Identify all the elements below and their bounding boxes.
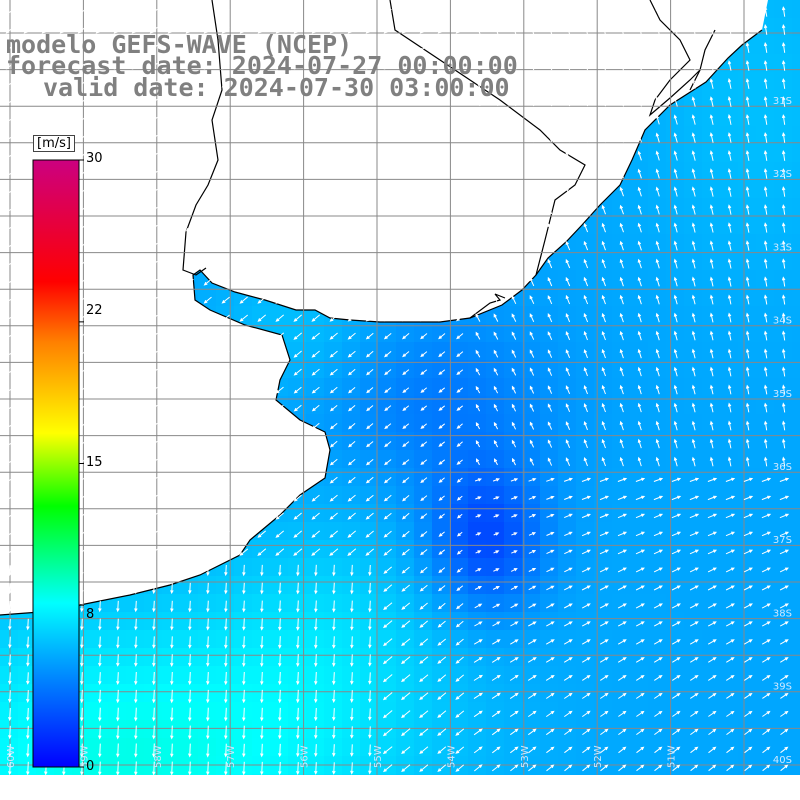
longitude-label: 55W — [373, 745, 384, 768]
colorbar-tick-label: 0 — [86, 759, 95, 774]
longitude-label: 59W — [79, 745, 90, 768]
colorbar-ticks — [79, 159, 84, 768]
model-title: modelo GEFS-WAVE (NCEP) — [6, 30, 353, 59]
colorbar — [32, 159, 80, 768]
latitude-label: 34S — [773, 316, 792, 327]
coastline — [0, 0, 763, 616]
latitude-label: 33S — [773, 242, 792, 253]
longitude-label: 53W — [520, 745, 531, 768]
latitude-label: 36S — [773, 462, 792, 473]
latitude-label: 38S — [773, 608, 792, 619]
latitude-label: 39S — [773, 682, 792, 693]
colorbar-tick-label: 8 — [86, 607, 95, 622]
forecast-date: forecast date: 2024-07-27 00:00:00 — [6, 51, 518, 80]
longitude-label: 56W — [300, 745, 311, 768]
grid-axis-labels: 31S32S33S34S35S36S37S38S39S40S41S60W59W5… — [6, 96, 792, 768]
colorbar-unit: [m/s] — [33, 135, 75, 152]
latitude-label: 35S — [773, 389, 792, 400]
latitude-label: 31S — [773, 96, 792, 107]
latitude-label: 32S — [773, 169, 792, 180]
latitude-label: 37S — [773, 535, 792, 546]
longitude-label: 54W — [446, 745, 457, 768]
colorbar-tick-label: 30 — [86, 151, 103, 166]
longitude-label: 57W — [226, 745, 237, 768]
wind-direction-arrows — [5, 6, 790, 775]
longitude-label: 58W — [153, 745, 164, 768]
colorbar-tick-label: 22 — [86, 303, 103, 318]
longitude-label: 60W — [6, 745, 17, 768]
valid-date: valid date: 2024-07-30 03:00:00 — [43, 73, 510, 102]
latitude-label: 40S — [773, 755, 792, 766]
longitude-label: 52W — [593, 745, 604, 768]
longitude-label: 51W — [667, 745, 678, 768]
colorbar-tick-label: 15 — [86, 455, 103, 470]
